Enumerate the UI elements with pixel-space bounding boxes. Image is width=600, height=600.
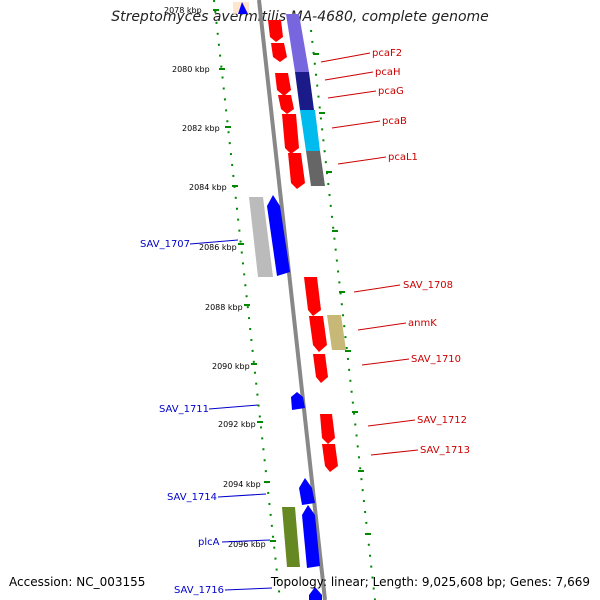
gene-label[interactable]: SAV_1716	[174, 585, 224, 596]
tick-label: 2094 kbp	[223, 480, 261, 489]
gene-label[interactable]: SAV_1714	[167, 492, 217, 503]
right-guide	[310, 29, 376, 600]
gene-label[interactable]: SAV_1711	[159, 404, 209, 415]
gene-block-anmK[interactable]	[327, 315, 346, 350]
gene-arrow-SAV_1710[interactable]	[313, 354, 328, 383]
genome-title: Streptomyces avermitilis MA-4680, comple…	[111, 9, 489, 25]
gene-label[interactable]: SAV_1707	[140, 239, 190, 250]
gene-arrow[interactable]	[282, 114, 299, 154]
gene-cluster-pca	[268, 20, 305, 189]
gene-label[interactable]: SAV_1712	[417, 415, 467, 426]
gene-arrow-SAV_1708[interactable]	[304, 277, 321, 316]
gene-arrow-SAV_1714[interactable]	[299, 478, 315, 505]
gene-label[interactable]: pcaH	[375, 67, 401, 78]
tick-label: 2082 kbp	[182, 124, 220, 133]
gene-label[interactable]: pcaG	[378, 86, 404, 97]
tick-label: 2090 kbp	[212, 362, 250, 371]
tick-label: 2080 kbp	[172, 65, 210, 74]
gene-block-olive[interactable]	[282, 507, 300, 567]
gene-block-grey[interactable]	[249, 197, 273, 277]
accession-text: Accession: NC_003155	[9, 575, 146, 589]
gene-arrow-SAV_1712[interactable]	[320, 414, 335, 444]
gene-arrow[interactable]	[271, 43, 287, 62]
gene-arrow-SAV_1713[interactable]	[322, 444, 338, 472]
gene-arrow[interactable]	[275, 73, 291, 96]
tick-label: 2086 kbp	[199, 243, 237, 252]
gene-label[interactable]: pcaL1	[388, 152, 418, 163]
gene-blocks	[286, 14, 325, 186]
gene-label[interactable]: plcA	[198, 537, 220, 548]
leader-lines-left	[189, 239, 273, 591]
tick-label: 2078 kbp	[164, 6, 202, 15]
gene-arrow[interactable]	[288, 153, 305, 189]
leader-lines-right	[320, 52, 419, 456]
tick-label: 2084 kbp	[189, 183, 227, 192]
gene-label[interactable]: pcaF2	[372, 48, 402, 59]
gene-arrow-SAV_1711[interactable]	[291, 392, 305, 410]
tick-labels: 2078 kbp 2080 kbp 2082 kbp 2084 kbp 2086…	[164, 6, 266, 549]
gene-block-pcaB[interactable]	[300, 110, 320, 151]
gene-arrow[interactable]	[278, 95, 294, 114]
gene-label[interactable]: pcaB	[382, 116, 407, 127]
gene-arrow-SAV_1707[interactable]	[267, 195, 290, 276]
gene-label[interactable]: anmK	[408, 318, 437, 329]
tick-label: 2096 kbp	[228, 540, 266, 549]
gene-labels-right: pcaF2 pcaH pcaG pcaB pcaL1 SAV_1708 anmK…	[372, 48, 470, 456]
gene-block-pcaF2[interactable]	[286, 14, 309, 72]
gene-label[interactable]: SAV_1710	[411, 354, 461, 365]
gene-labels-left: SAV_1707 SAV_1711 SAV_1714 plcA SAV_1716	[140, 239, 224, 596]
left-guide	[213, 0, 281, 600]
gene-arrow-plcA[interactable]	[302, 505, 320, 568]
genome-summary: Topology: linear; Length: 9,025,608 bp; …	[270, 575, 590, 589]
tick-label: 2088 kbp	[205, 303, 243, 312]
gene-block-pcaH[interactable]	[295, 72, 314, 110]
gene-arrow[interactable]	[268, 20, 283, 42]
gene-partial-blue	[238, 2, 248, 14]
gene-arrow-SAV_1716[interactable]	[309, 587, 322, 600]
gene-label[interactable]: SAV_1708	[403, 280, 453, 291]
tick-label: 2092 kbp	[218, 420, 256, 429]
tick-marks	[213, 9, 371, 542]
gene-label[interactable]: SAV_1713	[420, 445, 470, 456]
gene-block-pcaL1[interactable]	[306, 151, 325, 186]
gene-arrow-anmK[interactable]	[309, 316, 327, 352]
